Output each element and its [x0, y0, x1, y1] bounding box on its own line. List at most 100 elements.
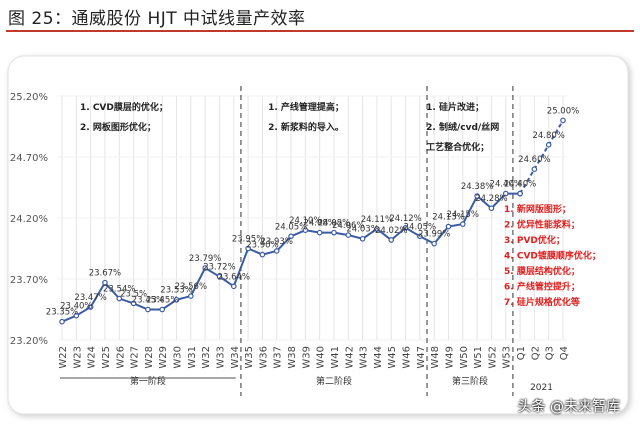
data-point	[445, 223, 452, 230]
annotation-item: 6. 产线管控提升；	[504, 281, 580, 293]
grid-layer	[58, 95, 567, 341]
data-label: 23.40%	[60, 302, 92, 312]
stage-label: 第三阶段	[452, 375, 488, 387]
x-tick-label: W29	[158, 346, 169, 369]
x-tick-label: W46	[402, 346, 413, 369]
annotation-item: 1. 新网版图形；	[504, 203, 571, 215]
annotation-layer: 1. CVD膜层的优化； 2. 网板图形优化； 1. 产线管理提高； 2. 新浆料的导…	[80, 101, 601, 308]
data-point	[545, 142, 552, 148]
x-tick-label: W34	[230, 346, 241, 369]
data-point	[345, 232, 352, 238]
data-label: 23.99%	[418, 230, 450, 240]
x-tick-label: W45	[387, 346, 398, 369]
label-layer: 23.35%23.40%23.47% 23.67% 23.54%23.5%23.45…	[46, 106, 579, 317]
data-point	[402, 224, 409, 231]
annotation-item: 5. 膜层结构优化；	[504, 265, 580, 277]
x-tick-label: W24	[87, 346, 98, 369]
title-divider	[6, 30, 634, 32]
data-point	[359, 235, 366, 242]
x-tick-label: W30	[173, 346, 184, 369]
x-tick-label: W53	[502, 346, 513, 369]
data-label: 25.00%	[547, 106, 579, 116]
data-point	[560, 117, 566, 124]
x-tick-label: W32	[201, 346, 212, 369]
y-tick-label: 25.20%	[10, 92, 48, 103]
data-label: 24.28%	[475, 194, 507, 204]
data-point	[374, 226, 380, 232]
x-tick-label: W38	[287, 346, 298, 369]
x-tick-label: W50	[459, 346, 470, 369]
data-point	[417, 233, 423, 240]
data-point	[159, 306, 166, 313]
data-label: 24.80%	[532, 131, 564, 141]
data-point	[273, 248, 280, 254]
x-tick-label: W36	[258, 346, 269, 369]
data-label: 24.15%	[447, 210, 479, 220]
data-label: 23.72%	[203, 263, 235, 273]
x-tick-label: W37	[273, 346, 284, 369]
data-point	[288, 233, 294, 240]
x-tick-label: W31	[187, 346, 198, 369]
x-tick-label: W25	[101, 346, 112, 369]
data-point	[388, 237, 395, 243]
x-tick-label: W41	[330, 346, 341, 369]
data-label: 24.11%	[361, 215, 393, 225]
y-tick-label: 23.70%	[10, 275, 48, 286]
efficiency-chart: 第一阶段 第二阶段 第三阶段 2021 23.35%23.40%23.47% 23.67…	[7, 55, 629, 415]
annotation-item: 3. PVD优化；	[504, 234, 565, 246]
x-tick-label: Q3	[545, 346, 556, 360]
data-label: 24.08%	[318, 219, 350, 229]
figure-title: 图 25：通威股份 HJT 中试线量产效率	[8, 9, 306, 29]
stage-label: 第一阶段	[130, 375, 166, 387]
data-point	[59, 318, 65, 325]
x-tick-label: W43	[359, 346, 370, 369]
x-tick-label: W44	[373, 346, 384, 369]
data-label: 23.79%	[189, 254, 221, 264]
x-tick-label: W33	[215, 346, 226, 369]
x-tick-label: W27	[130, 346, 141, 369]
data-label: 24.40%	[504, 180, 536, 190]
annotation-item: 2. 网板图形优化；	[80, 121, 156, 133]
line-layer	[59, 117, 566, 325]
data-point	[488, 205, 495, 212]
data-label: 23.5%	[120, 289, 147, 299]
data-point	[73, 312, 80, 319]
data-point	[431, 240, 437, 247]
data-point	[331, 229, 337, 236]
data-label: 24.10%	[289, 216, 321, 226]
data-point	[173, 296, 180, 303]
data-label: 24.12%	[389, 214, 421, 224]
data-label: 23.64%	[218, 272, 250, 282]
x-tick-label: Q1	[516, 346, 527, 360]
data-point	[145, 306, 151, 313]
axis-layer: 25.20%24.70%24.20%23.70%23.20%W22 W23 W24 W…	[10, 92, 570, 369]
data-label: 24.06%	[332, 221, 364, 231]
x-tick-label: W22	[58, 346, 69, 369]
y-tick-label: 23.20%	[10, 336, 48, 347]
x-tick-label: W35	[244, 346, 255, 369]
annotation-item: 1. CVD膜层的优化；	[80, 101, 168, 113]
data-point	[316, 229, 323, 236]
data-point	[459, 221, 466, 227]
x-tick-label: W52	[487, 346, 498, 369]
stage-label: 2021	[530, 383, 553, 393]
data-point	[517, 190, 523, 197]
data-label: 24.05%	[275, 222, 307, 232]
data-label: 23.90%	[246, 241, 278, 251]
data-label: 23.45%	[146, 296, 178, 306]
x-tick-label: W47	[416, 346, 427, 369]
data-point	[87, 304, 94, 310]
data-point	[102, 279, 108, 286]
data-point	[230, 283, 237, 290]
data-point	[130, 300, 137, 307]
annotation-item: 1. 产线管理提高；	[268, 101, 344, 113]
data-point	[531, 166, 538, 173]
data-label: 24.40%	[490, 180, 522, 190]
annotation-item: 2. 优异性能浆料；	[504, 219, 580, 231]
x-tick-label: W39	[301, 346, 312, 369]
annotation-item: 4. CVD镀膜顺序优化；	[504, 250, 601, 262]
data-point	[302, 227, 309, 234]
data-label: 23.47%	[74, 293, 106, 303]
chart-panel	[7, 55, 629, 415]
data-label: 23.54%	[103, 285, 135, 295]
